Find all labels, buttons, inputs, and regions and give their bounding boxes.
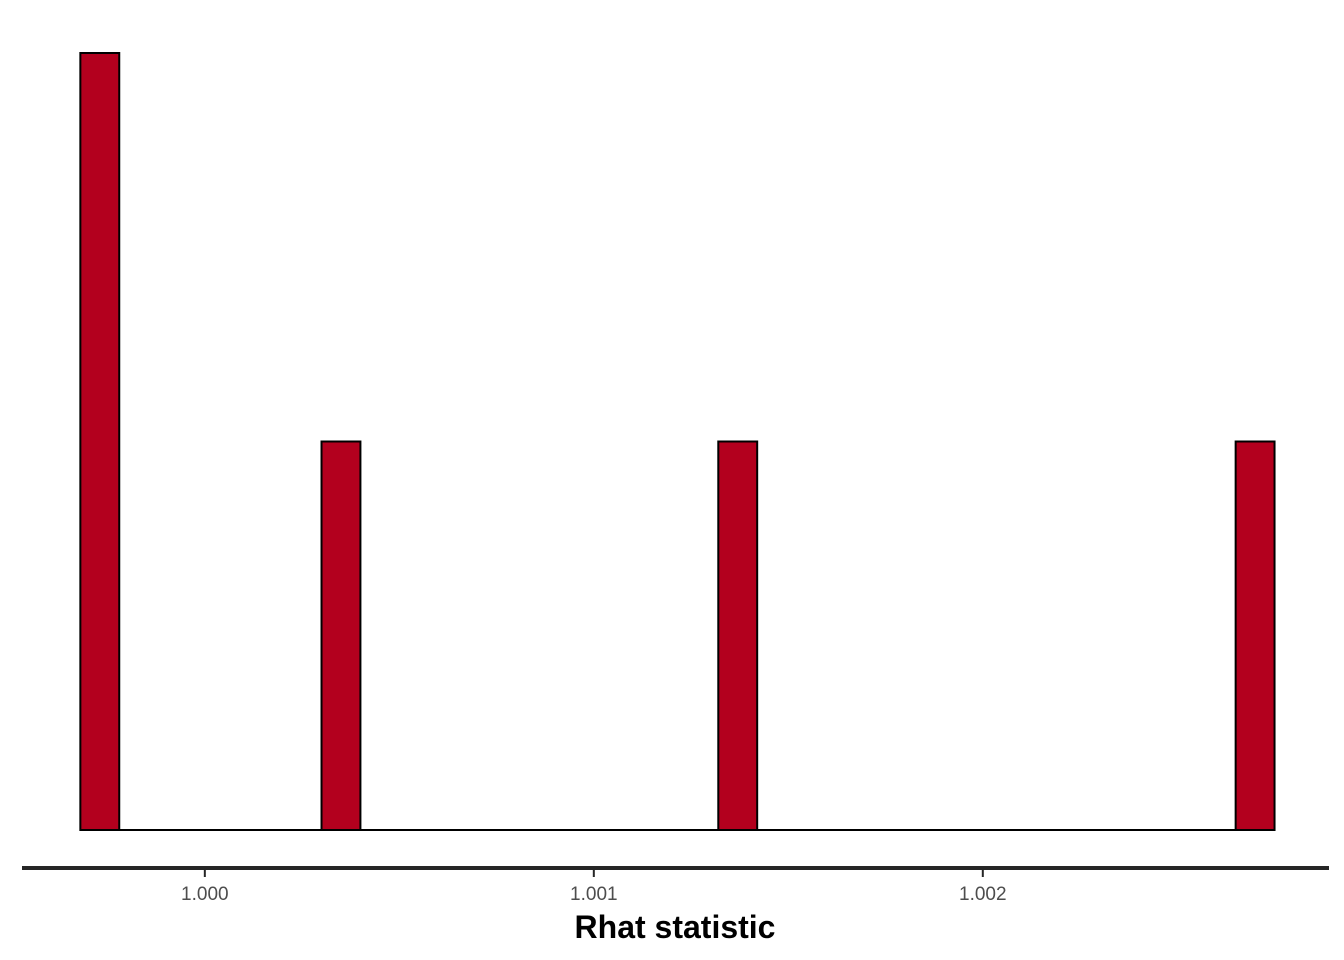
histogram-bar-1 xyxy=(79,52,121,831)
x-tick-label-3: 1.002 xyxy=(959,884,1007,905)
x-axis-title: Rhat statistic xyxy=(575,909,776,945)
histogram-bar-2 xyxy=(320,440,362,831)
x-tick-label-2: 1.001 xyxy=(570,884,618,905)
x-tick-label-1: 1.000 xyxy=(181,884,229,905)
histogram-bar-4 xyxy=(1234,440,1276,831)
histogram-bar-3 xyxy=(717,440,759,831)
bars-group xyxy=(79,52,1276,831)
x-axis-ticks: 1.000 1.001 1.002 xyxy=(181,870,1007,905)
